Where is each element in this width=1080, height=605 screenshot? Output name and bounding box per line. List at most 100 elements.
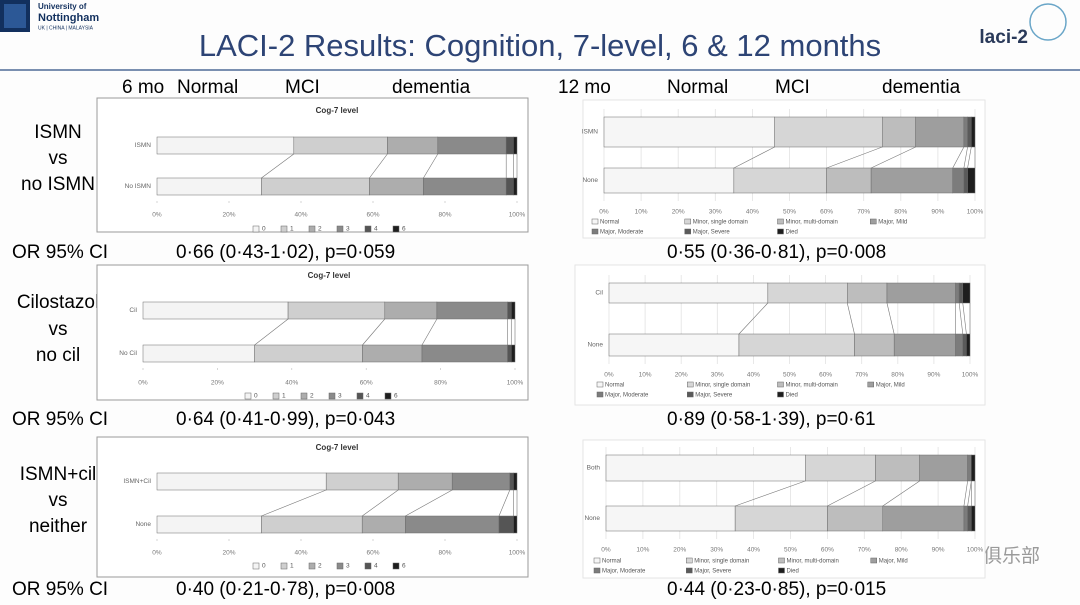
bar-segment [886, 282, 956, 304]
bar-segment [513, 472, 518, 491]
x-tick-label: 100% [967, 547, 984, 554]
legend-swatch [392, 225, 400, 233]
legend-label: Minor, multi-domain [786, 383, 838, 389]
bar-segment [423, 177, 507, 196]
x-tick-label: 0% [601, 547, 611, 554]
bar-segment [971, 116, 976, 148]
bar-segment [870, 167, 953, 194]
bar-segment [963, 116, 968, 148]
category-label: Cil [129, 307, 137, 314]
row-label: Cilostazol [17, 292, 99, 313]
ci-label: OR 95% CI [12, 242, 108, 263]
connector [963, 480, 968, 507]
connector [738, 302, 769, 335]
legend-label: 4 [374, 563, 378, 570]
bar-segment [608, 333, 740, 357]
legend-swatch [777, 381, 784, 388]
connector [958, 302, 964, 335]
connector [498, 489, 511, 517]
row-label: ISMN [34, 122, 82, 143]
x-tick-label: 60% [820, 209, 833, 216]
result: 0·66 (0·43-1·02), p=0·059 [176, 242, 395, 263]
legend-swatch [778, 557, 785, 564]
legend-swatch [591, 218, 599, 225]
legend-label: Died [787, 569, 799, 575]
column-header: 6 mo [122, 77, 164, 98]
category-label: No Cil [119, 350, 137, 357]
legend-swatch [591, 228, 599, 235]
x-tick-label: 40% [747, 547, 760, 554]
category-label: ISMN [135, 142, 152, 149]
column-header: dementia [882, 77, 961, 98]
row-label: ISMN+cil [20, 464, 97, 485]
legend-label: 6 [402, 563, 406, 570]
bar-segment [513, 515, 518, 534]
bar-segment [882, 505, 965, 532]
bar-segment [369, 177, 424, 196]
bar-segment [384, 301, 438, 320]
bar-segment [254, 344, 363, 363]
bar-segment [511, 344, 516, 363]
bar-segment [436, 301, 508, 320]
x-tick-label: 80% [438, 212, 451, 219]
bar-segment [971, 454, 976, 482]
legend-swatch [336, 562, 344, 570]
legend-swatch [328, 392, 336, 400]
legend-swatch [252, 225, 260, 233]
connector [362, 489, 399, 517]
legend-label: Died [786, 393, 798, 399]
x-tick-label: 40% [294, 212, 307, 219]
x-tick-label: 0% [152, 212, 162, 219]
x-tick-label: 60% [366, 550, 379, 557]
bar-segment [511, 301, 516, 320]
x-tick-label: 40% [285, 380, 298, 387]
legend-label: 2 [318, 226, 322, 233]
legend-swatch [364, 562, 372, 570]
bar-segment [603, 167, 735, 194]
bar-segment [156, 515, 262, 534]
legend-swatch [356, 392, 364, 400]
connector [369, 153, 388, 179]
bar-segment [405, 515, 500, 534]
connector [967, 146, 972, 169]
category-label: ISMN [582, 129, 599, 136]
legend-swatch [686, 557, 693, 564]
connector [421, 318, 438, 346]
x-tick-label: 60% [821, 547, 834, 554]
legend-swatch [687, 381, 694, 388]
bar-segment [156, 177, 262, 196]
legend-label: 6 [394, 393, 398, 400]
x-tick-label: 20% [673, 547, 686, 554]
x-tick-label: 10% [635, 209, 648, 216]
x-tick-label: 30% [711, 372, 724, 379]
bar-segment [397, 472, 453, 491]
row-label: vs [49, 490, 68, 511]
chart-frame [96, 264, 529, 401]
category-label: None [584, 515, 600, 522]
legend-label: 4 [366, 393, 370, 400]
legend-swatch [777, 391, 784, 398]
legend-label: 0 [262, 563, 266, 570]
x-tick-label: 60% [366, 212, 379, 219]
x-tick-label: 100% [509, 212, 526, 219]
row-label: vs [49, 319, 68, 340]
bar-segment [966, 333, 971, 357]
legend-swatch [593, 557, 601, 564]
bar-segment [882, 116, 916, 148]
connector [261, 489, 327, 517]
column-header: Normal [177, 77, 238, 98]
legend-label: Major, Severe [693, 230, 731, 236]
ci-label: OR 95% CI [12, 409, 108, 430]
bar-segment [513, 177, 518, 196]
x-tick-label: 90% [931, 209, 944, 216]
legend-label: Minor, multi-domain [786, 220, 838, 226]
column-header: dementia [392, 77, 471, 98]
legend-label: 0 [262, 226, 266, 233]
x-tick-label: 20% [222, 550, 235, 557]
bar-segment [967, 167, 976, 194]
legend-label: Major, Mild [876, 383, 905, 389]
chart-title: Cog-7 level [308, 271, 351, 280]
legend-label: Major, Mild [878, 220, 907, 226]
bar-segment [325, 472, 399, 491]
legend-label: Major, Moderate [602, 569, 646, 575]
